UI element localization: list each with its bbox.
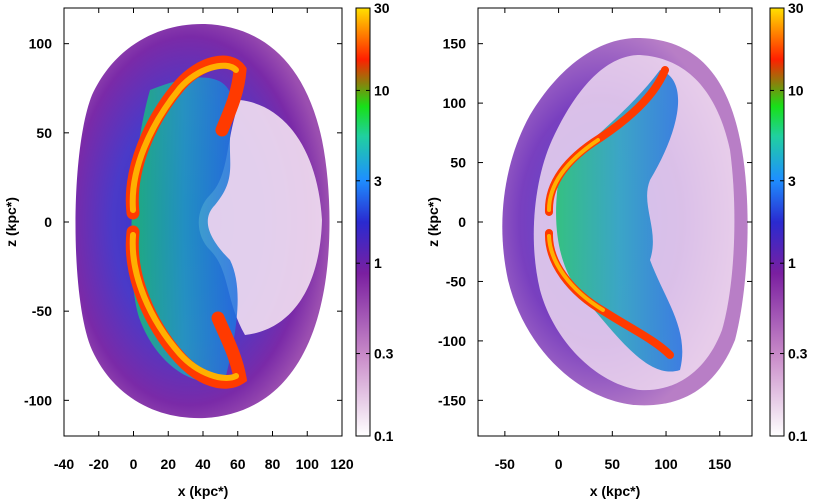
y-tick-label: 100 <box>29 36 53 52</box>
colorbar-tick-label: 0.1 <box>788 428 808 444</box>
x-tick-label: 120 <box>330 456 354 472</box>
heatmap-panel-right: -50 0 50 100 150 150 100 50 0 -50 -100 -150 x (kpc… <box>425 0 808 499</box>
colorbar-tick-label: 30 <box>374 0 390 16</box>
dense-shell-upper-core <box>547 138 600 212</box>
colorbar-tick-label: 0.1 <box>374 428 394 444</box>
y-tick-label: -150 <box>438 392 466 408</box>
y-axis-label: z (kpc*) <box>3 197 19 247</box>
x-tick-labels: -40 -20 0 20 40 60 80 100 120 <box>54 8 354 472</box>
dense-shell-lower-core <box>547 234 605 312</box>
x-axis-label: x (kpc*) <box>178 483 229 499</box>
colorbar-tick-labels: 30 10 3 1 0.3 0.1 <box>770 0 808 444</box>
y-tick-label: 0 <box>44 214 52 230</box>
colorbar-tick-label: 0.3 <box>788 346 808 362</box>
y-tick-label: -50 <box>32 303 52 319</box>
dense-shell-lower-core <box>129 232 239 381</box>
colorbar-tick-label: 1 <box>374 255 382 271</box>
colorbar-tick-label: 0.3 <box>374 346 394 362</box>
x-tick-label: 50 <box>605 456 621 472</box>
y-tick-label: 50 <box>36 125 52 141</box>
y-tick-label: -100 <box>438 333 466 349</box>
y-tick-label: -100 <box>24 392 52 408</box>
colorbar-tick-labels: 30 10 3 1 0.3 0.1 <box>356 0 394 444</box>
x-tick-label: -50 <box>495 456 515 472</box>
heatmap-panel-left: -40 -20 0 20 40 60 80 100 120 100 50 0 -50 -100 x (k… <box>3 0 394 499</box>
x-tick-label: 20 <box>160 456 176 472</box>
y-tick-label: 50 <box>450 155 466 171</box>
x-tick-label: 80 <box>265 456 281 472</box>
colorbar-tick-label: 10 <box>788 82 804 98</box>
colorbar-tick-label: 1 <box>788 255 796 271</box>
x-tick-labels: -50 0 50 100 150 <box>495 8 732 472</box>
x-tick-label: 100 <box>296 456 320 472</box>
colorbar-tick-label: 3 <box>374 173 382 189</box>
x-axis-label: x (kpc*) <box>590 483 641 499</box>
y-tick-labels: 100 50 0 -50 -100 <box>24 36 342 408</box>
colorbar <box>355 7 371 437</box>
y-tick-label: 100 <box>443 95 467 111</box>
y-tick-label: 150 <box>443 36 467 52</box>
x-tick-label: 40 <box>195 456 211 472</box>
x-tick-label: 60 <box>230 456 246 472</box>
dense-shell-upper-core <box>129 62 239 213</box>
y-axis-label: z (kpc*) <box>425 197 441 247</box>
heatmap-image <box>75 23 330 419</box>
x-tick-label: 0 <box>555 456 563 472</box>
heatmap-image <box>502 37 748 406</box>
y-tick-labels: 150 100 50 0 -50 -100 -150 <box>438 36 752 408</box>
colorbar-tick-label: 3 <box>788 173 796 189</box>
x-tick-label: -20 <box>89 456 109 472</box>
y-tick-label: -50 <box>446 273 466 289</box>
colorbar <box>769 7 785 437</box>
x-tick-label: -40 <box>54 456 74 472</box>
x-tick-label: 100 <box>654 456 678 472</box>
x-tick-label: 150 <box>708 456 732 472</box>
colorbar-tick-label: 30 <box>788 0 804 16</box>
turbulent-region <box>131 77 238 382</box>
y-tick-label: 0 <box>458 214 466 230</box>
colorbar-tick-label: 10 <box>374 82 390 98</box>
x-tick-label: 0 <box>130 456 138 472</box>
